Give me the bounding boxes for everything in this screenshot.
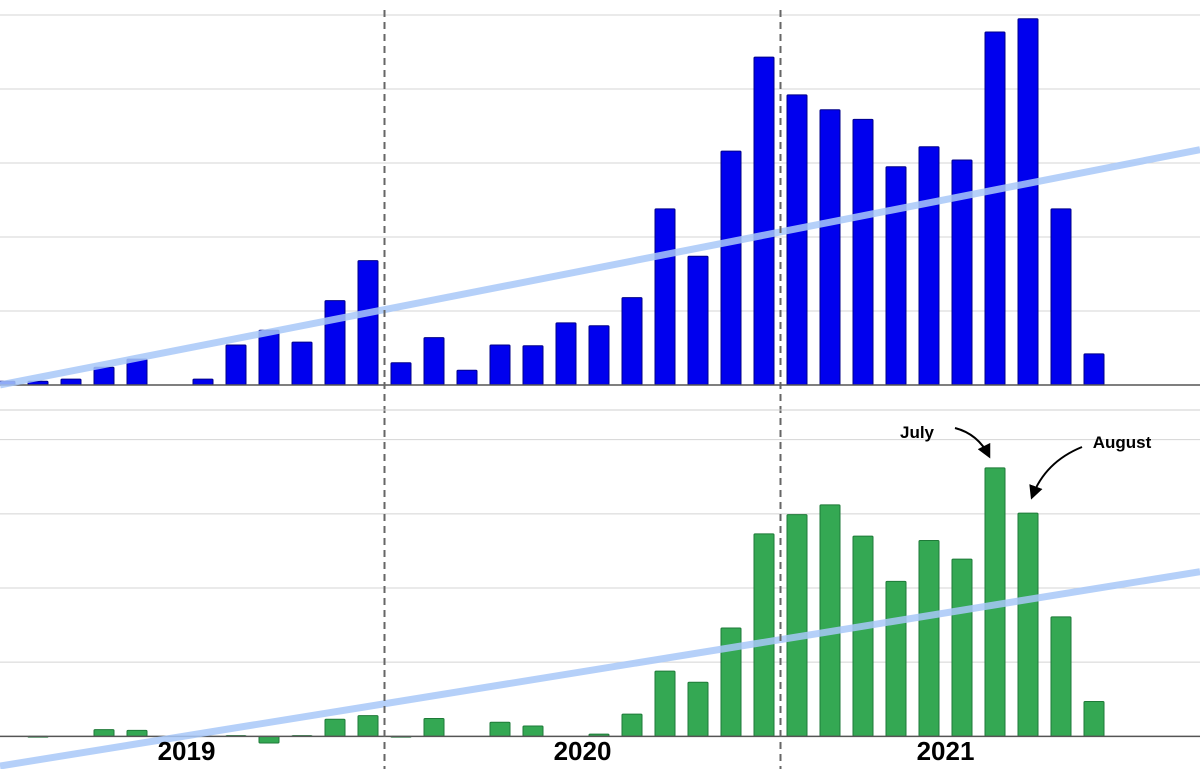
bar [1017,512,1039,737]
bar [93,729,115,737]
bar [357,715,379,737]
x-tick-label: 2020 [554,736,612,766]
bar [852,118,874,386]
bar [126,729,148,737]
bar [918,146,940,386]
bar [390,362,412,386]
bar [786,94,808,386]
bar [93,366,115,386]
bar [423,337,445,386]
bar [918,540,940,737]
annotation: July [900,423,935,442]
bar [1050,616,1072,737]
bar [588,325,610,386]
bar [1083,700,1105,737]
bar [951,558,973,737]
bar [786,514,808,737]
bar [885,580,907,737]
bar [753,533,775,737]
trend-line [0,568,1200,769]
bar [753,56,775,386]
bar [819,109,841,386]
bar [489,344,511,386]
bar [555,322,577,386]
annotation: August [1093,433,1152,452]
bar [687,681,709,737]
bar [522,725,544,737]
bar [1083,353,1105,386]
bar [885,166,907,386]
annotation-arrow [1029,446,1083,500]
bar [984,31,1006,386]
bar [60,378,82,386]
bar [1017,18,1039,386]
bar [258,735,280,744]
bar [291,341,313,386]
bar [720,150,742,386]
bar [456,369,478,386]
bar [522,345,544,386]
x-tick-label: 2019 [158,736,216,766]
bar [324,300,346,386]
bar [225,344,247,386]
grid-layer [0,14,1200,744]
mark-layer: 2019 2020 2021 [0,10,1200,769]
bar [192,378,214,386]
bar [423,718,445,737]
bar [687,255,709,386]
bar [1050,208,1072,386]
x-tick-label: 2021 [917,736,975,766]
trend-line [0,146,1200,389]
bar [852,535,874,737]
bar [654,208,676,386]
bar [621,713,643,737]
bar [258,329,280,386]
annotation-arrow [954,427,991,459]
bar [621,297,643,386]
bar [357,260,379,386]
bar [324,718,346,737]
bar [819,504,841,737]
bar [489,721,511,737]
bar [654,670,676,737]
